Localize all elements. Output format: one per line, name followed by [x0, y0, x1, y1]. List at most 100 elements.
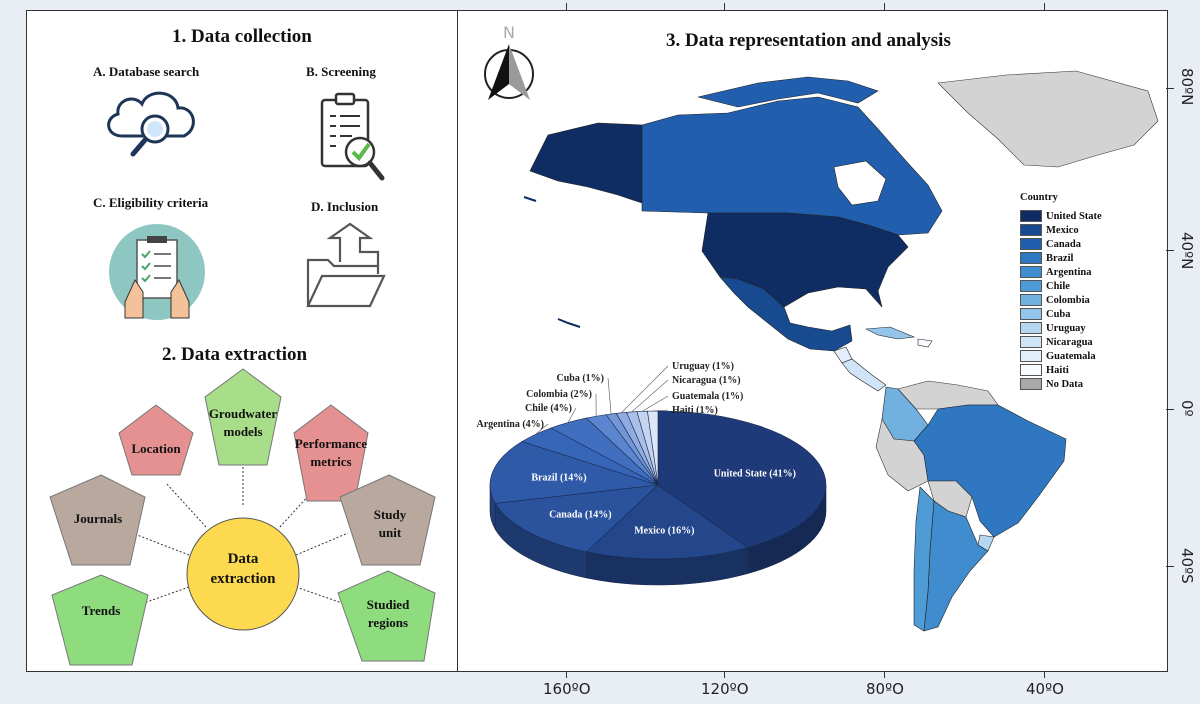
bottom-tick-1 [566, 671, 567, 678]
step-inclusion-label: D. Inclusion [311, 199, 379, 214]
section3-title: 3. Data representation and analysis [666, 30, 951, 51]
pie-leader-chile [567, 407, 577, 423]
connector-study-unit [295, 532, 349, 556]
pie-leader-cuba [607, 377, 612, 414]
pie-leader-nicaragua [631, 379, 669, 413]
legend-label: Haiti [1046, 364, 1069, 376]
legend-label: No Data [1046, 378, 1084, 390]
connector-journals [131, 532, 190, 556]
node-performance-shape [293, 404, 369, 502]
lon-tick-120: 120ºO [701, 680, 749, 698]
legend-label: Cuba [1046, 308, 1071, 320]
legend-title: Country [1020, 192, 1058, 203]
clipboard-check-icon [320, 92, 385, 181]
map-mexico [719, 276, 853, 352]
legend-label: United State [1046, 210, 1102, 222]
section1-title: 1. Data collection [172, 26, 312, 47]
legend-item: Uruguay [1020, 321, 1102, 335]
top-tick-4 [1044, 3, 1045, 11]
legend-swatch [1020, 322, 1042, 334]
legend-swatch [1020, 224, 1042, 236]
node-location-line1: Location [131, 441, 181, 456]
lon-tick-80: 80ºO [866, 680, 904, 698]
legend-swatch [1020, 266, 1042, 278]
legend-item: Haiti [1020, 363, 1102, 377]
legend-item: Argentina [1020, 265, 1102, 279]
lat-mark-40s [1166, 566, 1174, 567]
node-studied-regions-line1: Studied [367, 597, 410, 612]
pie-slice-brazil [489, 441, 659, 504]
bottom-tick-4 [1044, 671, 1045, 678]
top-tick-3 [884, 3, 885, 11]
connector-studied-regions [295, 586, 343, 604]
pie-labels-group: United State (41%) Mexico (16%) Canada (14… [477, 361, 796, 536]
pie-label-haiti: Haiti (1%) [672, 405, 718, 416]
connector-location [165, 482, 207, 528]
legend-swatch [1020, 280, 1042, 292]
map-greenland [937, 70, 1159, 168]
north-label: N [503, 23, 515, 42]
node-performance-line1: Performance [295, 436, 367, 451]
legend-swatch [1020, 350, 1042, 362]
legend-swatch [1020, 294, 1042, 306]
top-tick-1 [566, 3, 567, 11]
folder-upload-icon [306, 222, 386, 308]
lat-mark-80n [1166, 88, 1174, 89]
node-studied-regions-line2: regions [368, 615, 408, 630]
node-groudwater-shape [204, 368, 282, 466]
center-line1: Data [228, 551, 259, 567]
pie-leader-argentina [535, 423, 549, 435]
legend-label: Uruguay [1046, 322, 1086, 334]
map-cuba [864, 326, 916, 340]
pie-leader-haiti [652, 409, 669, 412]
legend-rows: United State Mexico Canada Brazil Argentina C… [1020, 209, 1102, 391]
legend-item: Cuba [1020, 307, 1102, 321]
node-journals-line1: Journals [74, 511, 122, 526]
lat-tick-40s: 40ºS [1178, 548, 1196, 584]
legend-item: United State [1020, 209, 1102, 223]
pie-label-uruguay: Uruguay (1%) [672, 361, 734, 372]
node-trends-line1: Trends [82, 603, 121, 618]
step-eligibility-label: C. Eligibility criteria [93, 195, 209, 210]
legend-item: Nicaragua [1020, 335, 1102, 349]
map-haiti [917, 338, 933, 348]
node-trends-shape [51, 574, 149, 666]
bottom-tick-2 [724, 671, 725, 678]
legend-swatch [1020, 210, 1042, 222]
map-arctic-islands [697, 76, 879, 108]
map-hudson-bay [833, 160, 887, 206]
map-argentina [923, 500, 989, 632]
top-tick-2 [724, 3, 725, 11]
pie-label-brazil: Brazil (14%) [531, 473, 586, 484]
map-legend: Country United State Mexico Canada Brazil Ar… [1020, 192, 1102, 391]
legend-item: No Data [1020, 377, 1102, 391]
center-line2: extraction [211, 571, 277, 587]
legend-swatch [1020, 364, 1042, 376]
pie-label-cuba: Cuba (1%) [556, 373, 604, 384]
legend-item: Colombia [1020, 293, 1102, 307]
pie-label-nicaragua: Nicaragua (1%) [672, 375, 741, 386]
pie-leader-uruguay [621, 365, 669, 413]
lat-mark-40n [1166, 250, 1174, 251]
node-study-unit-line2: unit [379, 525, 402, 540]
legend-item: Guatemala [1020, 349, 1102, 363]
step-screening-label: B. Screening [306, 64, 376, 79]
node-study-unit-line1: Study [374, 507, 407, 522]
bottom-tick-3 [884, 671, 885, 678]
panel-divider [457, 10, 458, 671]
eligibility-clipboard-icon [109, 224, 205, 320]
legend-swatch [1020, 238, 1042, 250]
legend-swatch [1020, 308, 1042, 320]
node-study-unit-shape [339, 474, 436, 566]
legend-label: Chile [1046, 280, 1070, 292]
legend-label: Argentina [1046, 266, 1092, 278]
node-journals-shape [49, 474, 146, 566]
legend-item: Mexico [1020, 223, 1102, 237]
legend-item: Canada [1020, 237, 1102, 251]
node-performance-line2: metrics [310, 454, 351, 469]
pie-slice-haiti [647, 410, 659, 486]
node-groudwater-line1: Groudwater [209, 406, 278, 421]
node-studied-regions-shape [337, 570, 436, 662]
legend-label: Guatemala [1046, 350, 1096, 362]
map-chile [913, 486, 935, 632]
